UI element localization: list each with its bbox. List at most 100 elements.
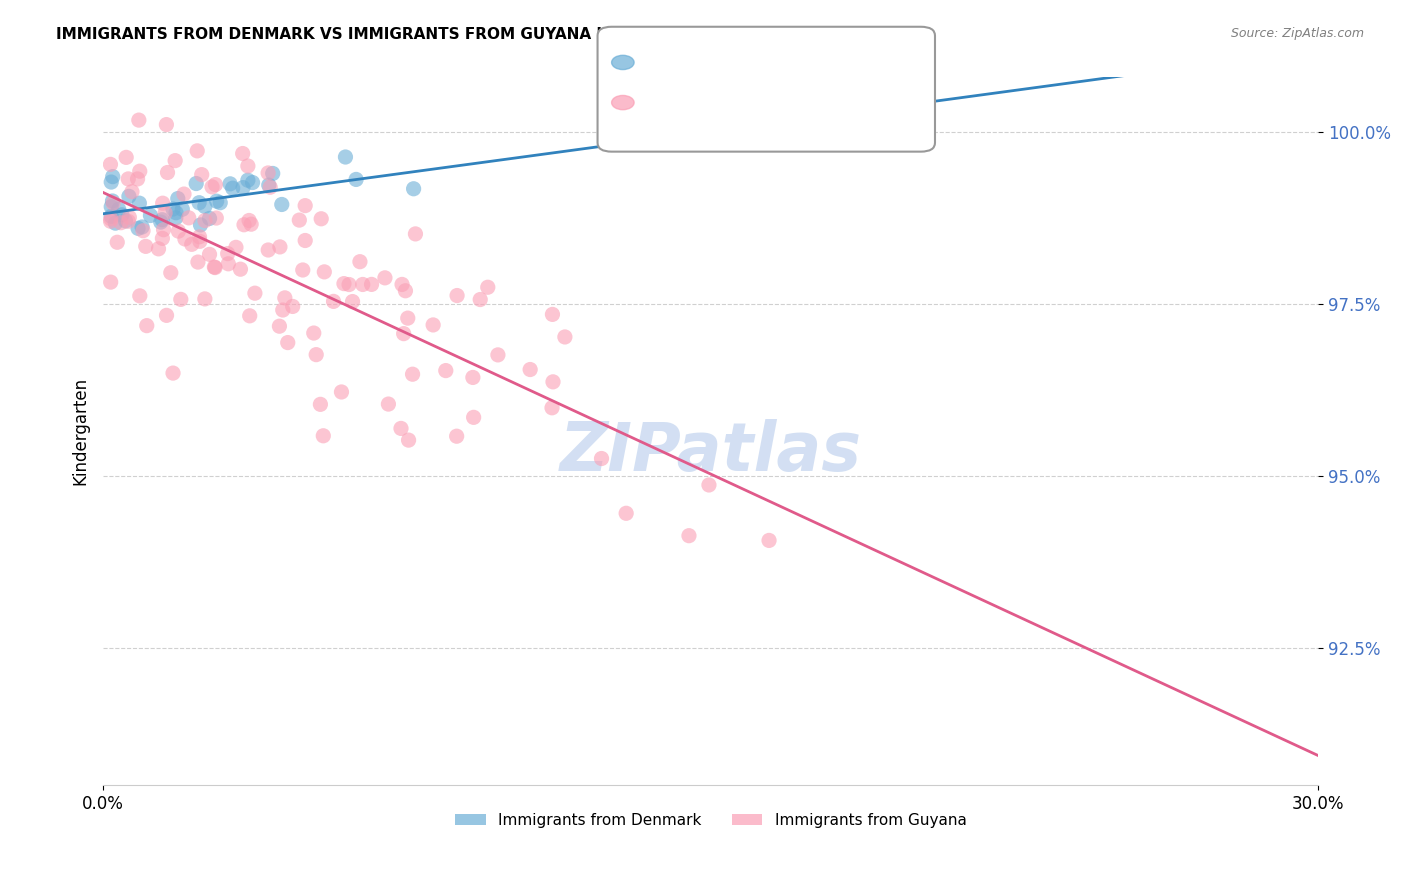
Point (162, 202, 184, 216)
Point (333, 277, 356, 291)
Point (152, 223, 174, 237)
Point (294, 234, 316, 248)
Text: ZIPatlas: ZIPatlas (560, 419, 862, 485)
Point (127, 172, 149, 186)
Point (236, 173, 259, 187)
Point (271, 303, 294, 318)
Point (554, 330, 576, 344)
Point (186, 177, 208, 191)
Point (117, 172, 139, 186)
Point (149, 215, 172, 229)
Point (105, 235, 128, 250)
Point (257, 178, 280, 193)
Point (541, 307, 564, 321)
Point (697, 478, 720, 492)
Point (128, 113, 150, 128)
Point (121, 185, 143, 199)
Point (391, 277, 413, 292)
Point (360, 277, 382, 292)
Point (217, 257, 239, 271)
Point (402, 182, 425, 196)
Point (190, 168, 212, 182)
Point (166, 192, 188, 206)
Point (389, 421, 412, 435)
Point (150, 212, 173, 227)
Point (194, 199, 217, 213)
Point (614, 506, 637, 520)
Point (446, 429, 468, 443)
Point (107, 202, 129, 217)
Point (187, 255, 209, 269)
Point (309, 211, 332, 226)
Point (205, 211, 228, 225)
Point (159, 266, 181, 280)
Point (335, 150, 357, 164)
Point (118, 211, 141, 225)
Point (262, 166, 284, 180)
Point (100, 157, 122, 171)
Point (100, 175, 122, 189)
Point (167, 224, 190, 238)
Point (486, 348, 509, 362)
Point (392, 326, 415, 341)
Point (131, 219, 153, 234)
Point (100, 200, 122, 214)
Point (398, 433, 420, 447)
Text: IMMIGRANTS FROM DENMARK VS IMMIGRANTS FROM GUYANA KINDERGARTEN CORRELATION CHART: IMMIGRANTS FROM DENMARK VS IMMIGRANTS FR… (56, 27, 918, 42)
Point (349, 254, 371, 268)
Point (128, 164, 150, 178)
Point (127, 221, 149, 235)
Y-axis label: Kindergarten: Kindergarten (72, 377, 89, 485)
Point (162, 366, 184, 380)
Point (188, 195, 211, 210)
Point (173, 187, 195, 202)
Point (291, 263, 314, 277)
Point (312, 429, 335, 443)
Point (170, 293, 193, 307)
Point (104, 216, 127, 230)
Point (461, 370, 484, 384)
Point (229, 262, 252, 277)
Point (221, 181, 243, 195)
Point (101, 194, 124, 208)
Point (678, 529, 700, 543)
Point (309, 397, 332, 411)
Point (242, 176, 264, 190)
Point (446, 288, 468, 302)
Point (257, 166, 280, 180)
Point (277, 335, 299, 350)
Point (128, 196, 150, 211)
Point (302, 326, 325, 340)
Point (100, 211, 122, 226)
Point (111, 208, 134, 222)
Point (758, 533, 780, 548)
Point (135, 239, 157, 253)
Point (352, 277, 374, 292)
Point (132, 224, 155, 238)
Point (344, 172, 367, 186)
Point (174, 232, 197, 246)
Point (110, 216, 132, 230)
Point (128, 289, 150, 303)
Point (239, 309, 262, 323)
Point (114, 214, 136, 228)
Point (233, 218, 256, 232)
Point (165, 153, 187, 168)
Point (156, 165, 179, 179)
Point (209, 195, 232, 210)
Point (401, 368, 423, 382)
Point (204, 178, 226, 192)
Point (238, 213, 260, 227)
Point (190, 218, 212, 232)
Point (180, 237, 202, 252)
Point (219, 177, 242, 191)
Point (148, 242, 170, 256)
Text: Source: ZipAtlas.com: Source: ZipAtlas.com (1230, 27, 1364, 40)
Point (165, 205, 187, 219)
Point (139, 209, 162, 223)
Point (257, 243, 280, 257)
Point (541, 401, 564, 415)
Point (236, 159, 259, 173)
Point (377, 397, 399, 411)
Point (269, 319, 291, 334)
